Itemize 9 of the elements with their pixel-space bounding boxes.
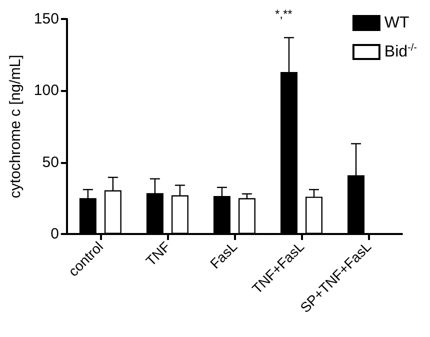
y-axis-title: cytochrome c [ng/mL] [7,54,24,198]
annotation: *,** [275,7,293,21]
y-tick-label: 150 [34,10,59,28]
y-tick-label: 50 [42,154,59,171]
legend-label: Bid-/- [384,42,418,60]
legend-label: WT [384,14,410,32]
y-tick-label: 100 [34,82,59,100]
y-tick-label: 0 [50,226,59,242]
x-tick-label: TNF [142,238,174,269]
